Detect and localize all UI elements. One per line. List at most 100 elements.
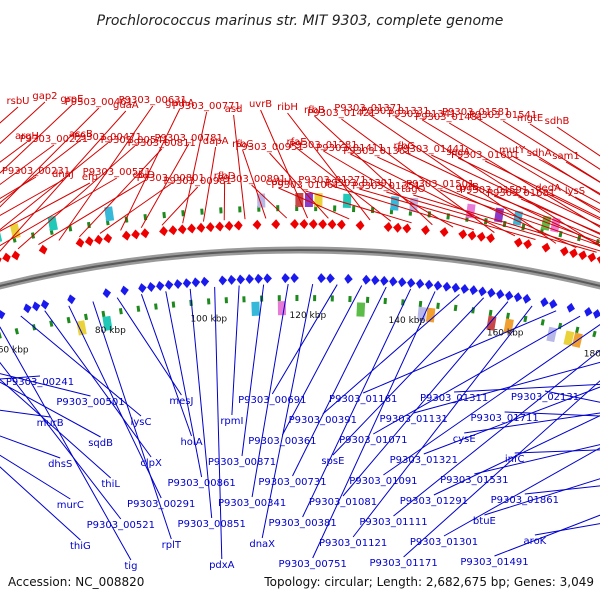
- forward-gene-arrow: [578, 250, 587, 261]
- reverse-leader-line: [454, 383, 600, 393]
- reverse-leader-line: [0, 466, 81, 541]
- reverse-gene-label: spsE: [321, 456, 344, 467]
- forward-gene-arrow: [215, 221, 224, 232]
- annotated-gene-block: [76, 320, 87, 336]
- annotated-gene-block: [304, 193, 313, 208]
- forward-gene-label: P9303_01061: [271, 180, 339, 191]
- forward-gene-label: dnaJ: [52, 169, 74, 180]
- forward-gene-arrow: [252, 219, 262, 230]
- reverse-leader-line: [231, 285, 240, 416]
- reverse-gene-arrow: [164, 279, 174, 290]
- scale-tick-label: 100 kbp: [190, 314, 227, 324]
- reverse-gene-label: dnaX: [249, 539, 275, 550]
- reverse-gene-label: pdxA: [209, 560, 235, 571]
- reverse-gene-arrow: [415, 278, 425, 289]
- forward-gene-arrow: [0, 257, 2, 263]
- forward-leader-line: [0, 177, 118, 247]
- reverse-gene-arrow: [102, 288, 112, 299]
- reverse-leader-line: [0, 326, 132, 561]
- forward-gene-arrow: [560, 246, 569, 257]
- reverse-gene-label: P9303_00751: [279, 559, 347, 570]
- annotated-gene-block: [563, 330, 575, 346]
- reverse-gene-label: aroK: [524, 536, 547, 547]
- annotated-gene-block: [540, 215, 552, 231]
- outer-tick-mark: [68, 225, 73, 232]
- reverse-leader-line: [0, 381, 101, 438]
- forward-gene-label: argH: [15, 131, 39, 142]
- annotated-gene-block: [104, 206, 115, 222]
- reverse-gene-arrow: [460, 283, 469, 294]
- reverse-leader-line: [383, 324, 600, 476]
- forward-gene-arrow: [224, 220, 234, 231]
- forward-leader-line: [269, 152, 329, 219]
- reverse-gene-label: rpmI: [220, 416, 243, 427]
- forward-leader-line: [368, 113, 557, 244]
- forward-leader-line: [448, 122, 600, 213]
- reverse-gene-label: P9303_00861: [167, 478, 235, 489]
- forward-gene-label: secA: [446, 147, 470, 158]
- reverse-gene-arrow: [0, 310, 6, 320]
- reverse-gene-label: P9303_00391: [289, 415, 357, 426]
- reverse-gene-arrow: [67, 294, 76, 305]
- inner-tick-mark: [592, 330, 597, 338]
- forward-gene-label: P9303_00541: [101, 135, 169, 146]
- reverse-gene-arrow: [120, 285, 129, 296]
- forward-gene-arrow: [421, 225, 430, 236]
- forward-leader-line: [120, 108, 181, 231]
- accession-label: Accession: NC_008820: [8, 575, 144, 589]
- reverse-gene-label: P9303_01711: [470, 413, 538, 424]
- reverse-gene-arrow: [478, 286, 487, 297]
- annotated-gene-block: [314, 193, 323, 208]
- forward-gene-arrow: [355, 220, 365, 231]
- reverse-gene-arrow: [380, 275, 389, 286]
- reverse-gene-arrow: [326, 273, 335, 284]
- reverse-gene-label: P9303_01171: [369, 558, 437, 569]
- reverse-gene-arrow: [40, 299, 50, 310]
- forward-gene-label: rfbC: [232, 139, 253, 150]
- forward-gene-arrow: [523, 239, 532, 250]
- reverse-gene-label: P9303_01081: [309, 497, 377, 508]
- forward-leader-line: [484, 160, 600, 219]
- reverse-gene-label: P9303_01161: [329, 394, 397, 405]
- forward-gene-label: P9303_01581: [442, 107, 510, 118]
- inner-tick-mark: [418, 300, 423, 308]
- inner-tick-mark: [540, 319, 545, 326]
- inner-tick-mark: [14, 328, 19, 335]
- reverse-gene-label: mesJ: [169, 396, 193, 407]
- forward-gene-label: accB: [69, 129, 93, 140]
- reverse-gene-arrow: [156, 280, 165, 291]
- reverse-leader-line: [281, 285, 363, 436]
- forward-gene-arrow: [318, 219, 327, 230]
- reverse-gene-arrow: [182, 278, 192, 289]
- forward-gene-label: P9303_00471: [74, 132, 142, 143]
- reverse-gene-arrow: [487, 287, 496, 298]
- annotated-gene-block: [417, 306, 427, 322]
- reverse-gene-label: P9303_01291: [400, 496, 468, 507]
- reverse-gene-label: P9303_01091: [349, 476, 417, 487]
- reverse-gene-arrow: [245, 274, 254, 285]
- reverse-leader-line: [261, 283, 314, 539]
- forward-gene-label: sdhA: [527, 148, 552, 159]
- forward-leader-line: [278, 187, 350, 220]
- reverse-gene-label: murC: [57, 500, 84, 511]
- scale-tick-label: 60 kbp: [0, 346, 29, 356]
- forward-gene-label: P9303_00631: [119, 95, 187, 106]
- forward-leader-line: [182, 111, 208, 224]
- reverse-gene-label: P9303_01491: [460, 557, 528, 568]
- reverse-gene-label: P9303_00361: [248, 436, 316, 447]
- reverse-leader-line: [332, 297, 485, 456]
- forward-gene-label: gmhA: [165, 98, 194, 109]
- forward-leader-line: [305, 190, 412, 224]
- forward-gene-label: uvrB: [249, 99, 272, 110]
- reverse-gene-arrow: [317, 273, 326, 284]
- forward-gene-label: P9303_00461: [65, 97, 133, 108]
- reverse-leader-line: [214, 286, 223, 560]
- forward-gene-label: rfaE: [286, 137, 306, 148]
- reverse-leader-line: [271, 284, 338, 395]
- forward-gene-label: P9303_01271: [298, 175, 366, 186]
- reverse-leader-line: [44, 310, 152, 458]
- annotated-gene-block: [47, 215, 58, 231]
- forward-gene-label: rfbD: [214, 171, 236, 182]
- forward-gene-label: P9303_00781: [155, 133, 223, 144]
- forward-gene-label: P9303_01391: [325, 178, 393, 189]
